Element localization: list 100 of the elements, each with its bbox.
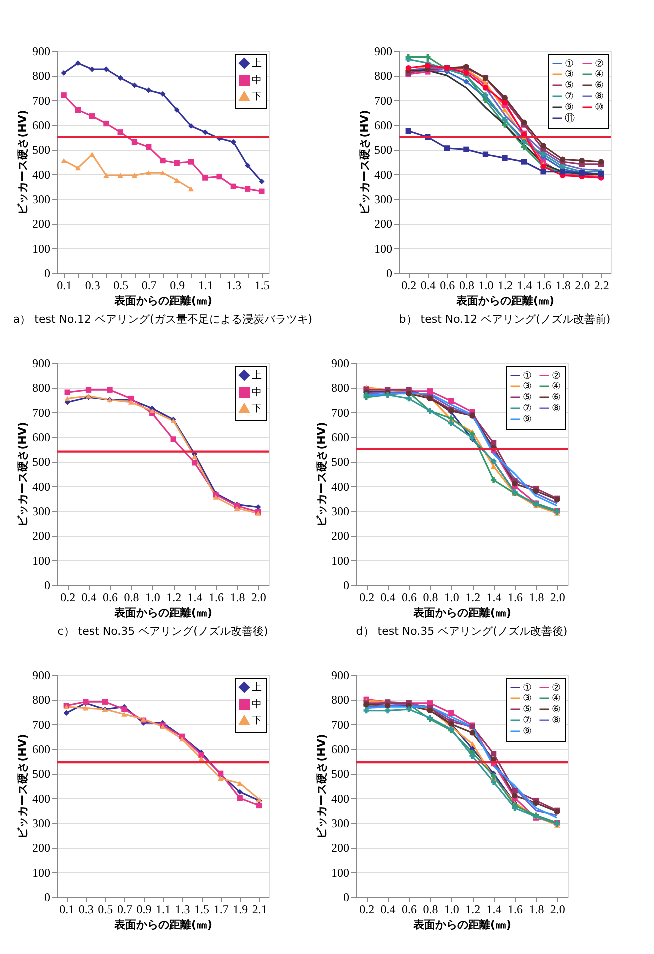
- x-tick-label: 1.6: [508, 902, 523, 916]
- point: [107, 387, 113, 393]
- point: [464, 146, 470, 152]
- legend-label: ②: [595, 58, 604, 70]
- point: [490, 477, 497, 483]
- y-tick-label: 600: [32, 118, 50, 132]
- x-axis-title: 表面からの距離(㎜): [412, 606, 512, 620]
- point: [464, 79, 470, 85]
- y-tick-label: 0: [44, 266, 50, 280]
- x-tick-label: 0.6: [402, 590, 417, 604]
- legend-label: ③: [523, 694, 532, 704]
- legend-label: ⑦: [523, 404, 532, 414]
- point: [218, 776, 224, 782]
- point: [540, 159, 546, 165]
- point: [64, 390, 70, 396]
- point: [202, 175, 208, 181]
- y-tick-label: 400: [32, 792, 50, 806]
- point: [64, 710, 70, 716]
- point: [256, 802, 262, 809]
- legend-label: ①: [523, 370, 532, 382]
- x-tick-label: 2.0: [550, 590, 566, 604]
- point: [598, 159, 604, 165]
- point: [448, 398, 454, 404]
- legend-label: ①: [565, 58, 574, 70]
- x-tick-label: 1.4: [486, 902, 502, 916]
- point: [406, 65, 412, 72]
- legend-label: 中: [252, 698, 262, 710]
- x-tick-label: 1.0: [145, 590, 160, 604]
- y-tick-label: 600: [32, 430, 50, 444]
- point: [128, 400, 134, 405]
- y-axis-title: ビッカース硬さ(HV): [316, 422, 328, 527]
- point: [90, 152, 96, 158]
- y-tick-label: 900: [32, 668, 50, 682]
- point: [188, 159, 194, 165]
- legend-label: 上: [252, 370, 262, 382]
- point: [490, 464, 497, 470]
- point: [364, 392, 370, 398]
- point: [540, 143, 546, 149]
- x-tick-label: 0.6: [402, 902, 417, 916]
- point: [482, 98, 489, 104]
- point: [482, 80, 489, 86]
- x-tick-label: 0.9: [136, 902, 152, 916]
- point: [146, 144, 152, 150]
- y-tick-label: 800: [374, 69, 392, 84]
- point: [490, 779, 497, 786]
- x-tick-label: 0.1: [60, 902, 75, 916]
- point: [470, 742, 476, 747]
- legend-label: ⑥: [595, 80, 604, 92]
- x-tick-label: 1.6: [536, 278, 552, 292]
- point: [482, 85, 489, 91]
- point: [237, 789, 243, 795]
- y-tick-label: 300: [32, 504, 50, 518]
- point: [470, 730, 476, 736]
- legend-label: ⑩: [595, 102, 604, 114]
- y-tick-label: 600: [332, 742, 350, 756]
- point: [490, 751, 497, 757]
- y-tick-label: 700: [32, 94, 50, 108]
- point: [448, 420, 454, 426]
- legend-label: ③: [565, 70, 574, 80]
- point: [521, 159, 528, 165]
- text: b） test No.12 ベアリング(ノズル改善前): [399, 313, 611, 326]
- x-tick-label: 1.4: [188, 590, 203, 604]
- point: [86, 387, 92, 393]
- y-tick-label: 200: [32, 217, 50, 232]
- point: [482, 152, 489, 158]
- point: [75, 60, 82, 66]
- text: d） test No.35 ベアリング(ノズル改善後): [356, 625, 568, 638]
- y-tick-label: 100: [332, 866, 350, 880]
- point: [61, 158, 67, 164]
- y-tick-label: 400: [32, 168, 50, 182]
- point: [132, 82, 138, 88]
- x-tick-label: 1.8: [230, 590, 246, 604]
- point: [406, 396, 412, 402]
- x-tick-label: 1.4: [486, 590, 502, 604]
- x-tick-label: 1.5: [194, 902, 210, 916]
- point: [132, 139, 138, 146]
- y-tick-label: 800: [32, 381, 50, 396]
- point: [502, 100, 508, 106]
- legend-label: ⑥: [552, 392, 561, 404]
- point: [170, 436, 176, 442]
- y-tick-label: 900: [374, 44, 392, 58]
- x-axis-title: 表面からの距離(㎜): [412, 918, 512, 932]
- point: [259, 178, 265, 185]
- x-tick-label: 1.1: [156, 902, 171, 916]
- x-tick-label: 0.2: [60, 590, 76, 604]
- y-tick-label: 500: [374, 143, 392, 158]
- x-tick-label: 1.9: [233, 902, 248, 916]
- point: [160, 91, 166, 97]
- point: [230, 184, 236, 190]
- x-tick-label: 2.0: [251, 590, 266, 604]
- x-tick-label: 0.3: [78, 902, 94, 916]
- y-tick-label: 200: [374, 217, 392, 232]
- point: [146, 170, 152, 176]
- point: [216, 174, 222, 180]
- y-tick-label: 0: [344, 578, 350, 592]
- legend-label: ⑤: [523, 704, 532, 716]
- x-tick-label: 1.5: [254, 278, 270, 292]
- x-tick-label: 0.1: [57, 278, 72, 292]
- x-tick-label: 1.6: [508, 590, 523, 604]
- x-tick-label: 0.8: [423, 902, 438, 916]
